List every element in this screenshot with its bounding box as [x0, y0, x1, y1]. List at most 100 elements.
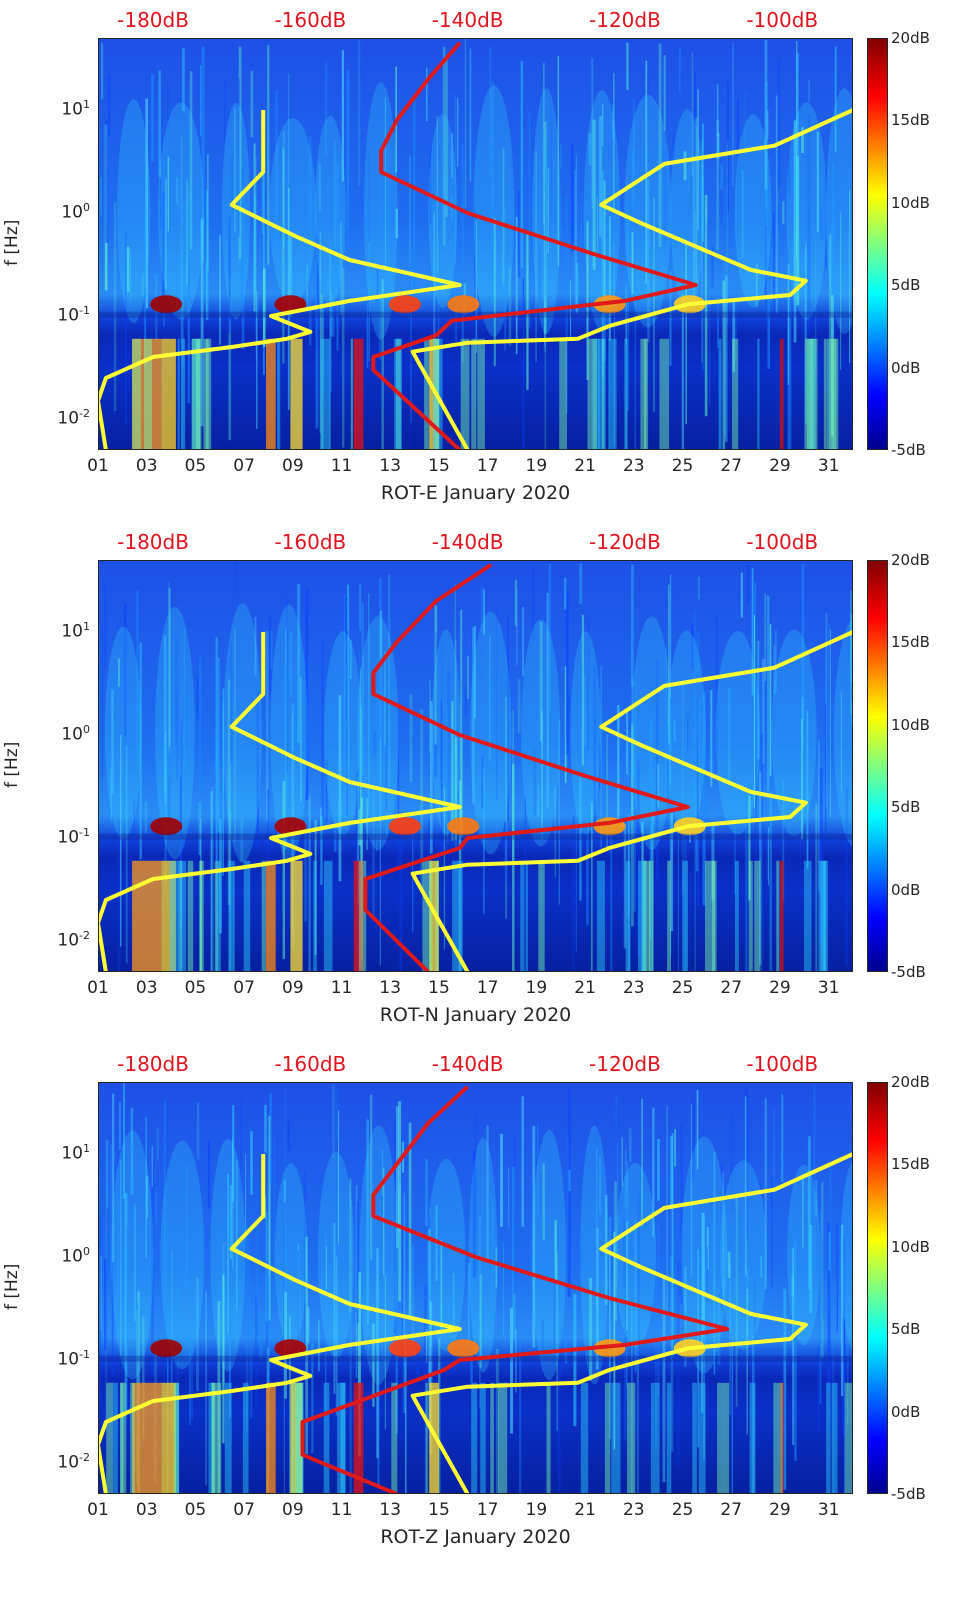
heatmap-column [203, 338, 212, 450]
colorbar-tick-label: 20dB [891, 551, 930, 569]
heatmap-streak [168, 588, 171, 748]
heatmap-streak [483, 768, 485, 914]
heatmap-streak [123, 1082, 125, 1200]
heatmap-column [659, 338, 670, 450]
heatmap-streak [440, 699, 443, 856]
heatmap-column [452, 860, 462, 972]
heatmap-streak [282, 130, 285, 249]
heatmap-streak [728, 687, 731, 781]
heatmap-streak [167, 156, 170, 232]
heatmap-streak [542, 62, 545, 226]
heatmap-streak [346, 69, 350, 230]
heatmap-streak [632, 98, 635, 177]
heatmap-streak [98, 1214, 102, 1407]
heatmap-streak [175, 634, 178, 739]
heatmap-streak [385, 694, 388, 812]
heatmap-streak [117, 658, 120, 687]
heatmap-streak [574, 170, 576, 305]
heatmap-streak [376, 1247, 379, 1459]
heatmap-streak [573, 1294, 577, 1427]
heatmap-streak [297, 584, 301, 743]
heatmap-streak [176, 691, 179, 779]
y-tick-label: 101 [61, 620, 90, 642]
heatmap-streak [289, 234, 292, 317]
heatmap-streak [357, 776, 360, 905]
heatmap-streak [725, 275, 728, 442]
heatmap-streak [124, 604, 127, 737]
heatmap-streak [771, 1176, 773, 1289]
heatmap-streak [729, 1258, 731, 1415]
heatmap-plume [734, 114, 772, 308]
heatmap-streak [359, 650, 361, 844]
heatmap-streak [584, 675, 586, 746]
heatmap-column [120, 1382, 124, 1494]
heatmap-streak [430, 701, 433, 854]
heatmap-streak [329, 250, 331, 450]
heatmap-streak [304, 821, 307, 922]
heatmap-streak [275, 90, 278, 249]
heatmap-streak [335, 1256, 338, 1416]
heatmap-streak [130, 249, 131, 300]
heatmap-streak [767, 595, 770, 793]
heatmap-streak [809, 1225, 813, 1313]
heatmap-column [266, 338, 276, 450]
heatmap-streak [539, 621, 543, 742]
heatmap-column [212, 1382, 222, 1494]
heatmap-streak [468, 634, 470, 669]
heatmap-streak [702, 123, 704, 242]
heatmap-streak [680, 1125, 683, 1305]
heatmap-streak [447, 670, 450, 823]
heatmap-streak [588, 132, 592, 165]
top-db-tick-label: -100dB [746, 8, 819, 32]
heatmap-streak [801, 697, 804, 721]
heatmap-streak [268, 617, 272, 698]
heatmap-streak [769, 792, 772, 972]
heatmap-streak [621, 1137, 624, 1188]
spectrogram-panel: 10-2 10-1 100 101 f [Hz] 01 03 05 07 09 11 13 15 17 19… [0, 1044, 962, 1577]
heatmap-streak [757, 640, 760, 760]
heatmap-streak [734, 1282, 736, 1314]
heatmap-streak [228, 242, 231, 320]
heatmap-streak [241, 190, 245, 349]
heatmap-streak [734, 146, 737, 363]
heatmap-column [642, 860, 651, 972]
spectrogram-svg [98, 1082, 853, 1494]
heatmap-streak [190, 1329, 194, 1420]
heatmap-streak [766, 110, 769, 140]
heatmap-streak [829, 1164, 832, 1324]
heatmap-streak [320, 816, 323, 885]
heatmap-streak [210, 791, 213, 972]
heatmap-streak [579, 777, 582, 901]
heatmap-streak [702, 690, 706, 906]
heatmap-streak [774, 629, 777, 692]
heatmap-streak [156, 1128, 159, 1161]
heatmap-streak [483, 589, 485, 635]
heatmap-streak [160, 179, 162, 229]
x-tick-label: 29 [769, 978, 791, 998]
heatmap-streak [454, 737, 458, 840]
heatmap-streak [846, 1233, 849, 1426]
heatmap-column [823, 860, 828, 972]
heatmap-streak [282, 781, 285, 960]
heatmap-streak [188, 79, 190, 304]
x-tick-label: 21 [574, 1500, 596, 1520]
heatmap-streak [561, 225, 564, 250]
heatmap-streak [320, 293, 324, 450]
heatmap-streak [376, 269, 379, 304]
x-tick-label: 27 [720, 978, 743, 998]
heatmap-streak [176, 1286, 178, 1315]
heatmap-streak [100, 177, 102, 215]
heatmap-column [266, 1382, 276, 1494]
heatmap-streak [626, 1309, 628, 1389]
heatmap-streak [845, 787, 848, 965]
heatmap-streak [349, 640, 352, 680]
heatmap-streak [161, 191, 165, 301]
heatmap-streak [631, 232, 634, 295]
heatmap-streak [108, 74, 111, 136]
heatmap-streak [631, 564, 634, 687]
heatmap-streak [189, 1323, 191, 1425]
heatmap-streak [777, 59, 781, 188]
heatmap-column [290, 1382, 303, 1494]
heatmap-column [748, 860, 753, 972]
heatmap-streak [696, 708, 698, 746]
